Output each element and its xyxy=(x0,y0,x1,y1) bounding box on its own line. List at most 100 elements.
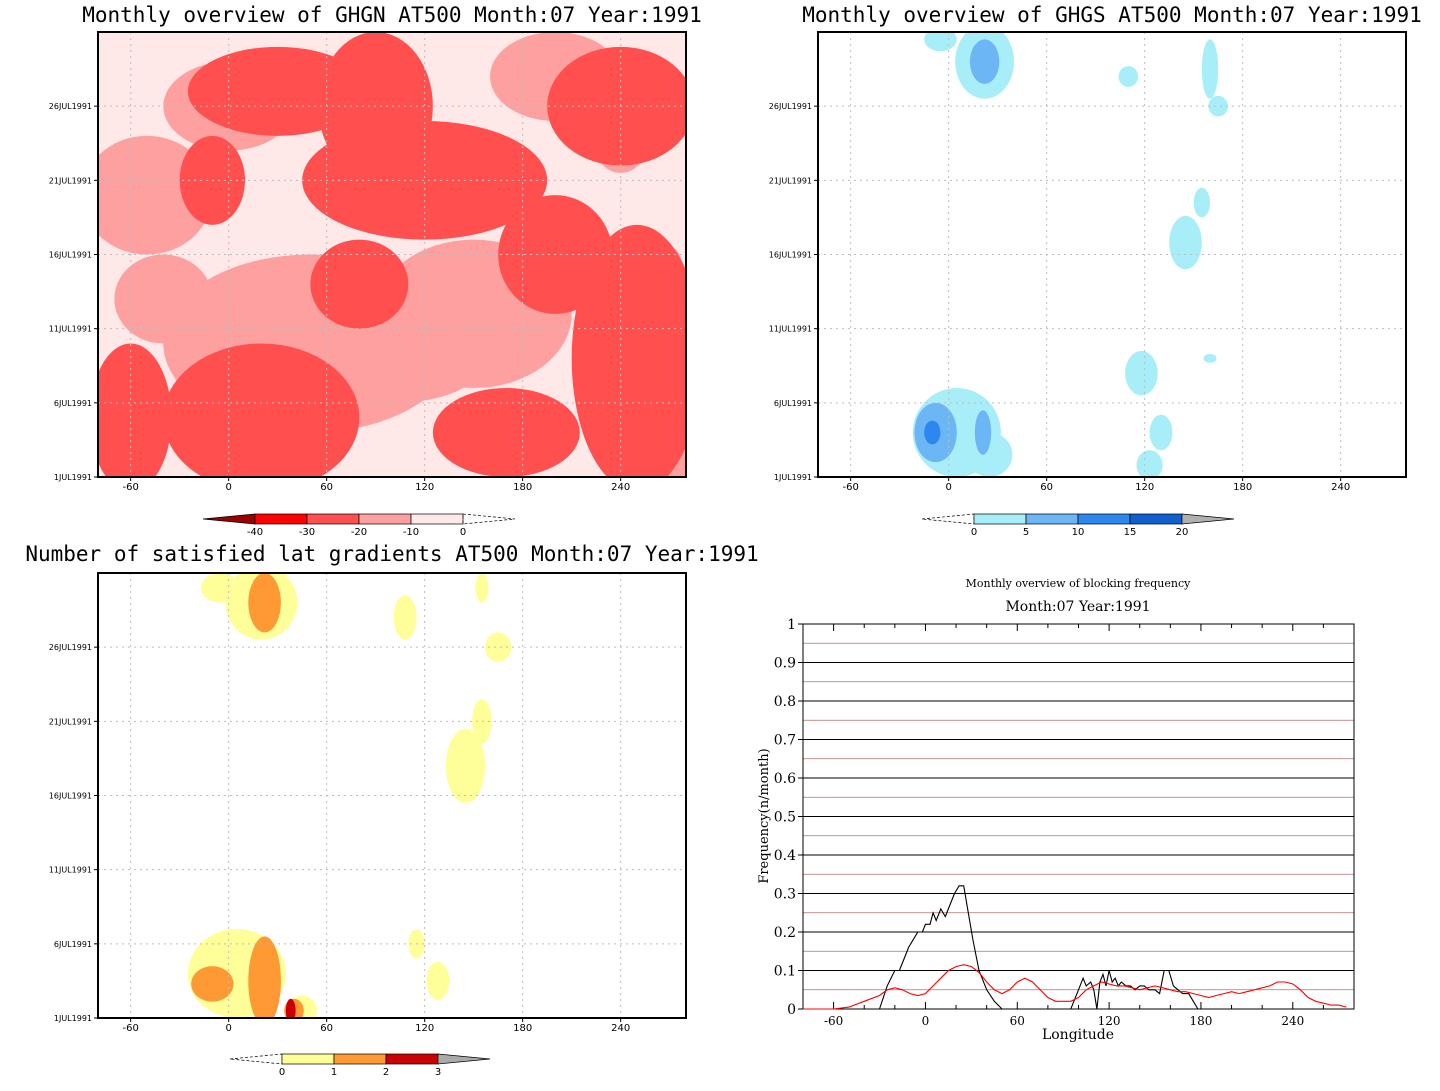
contour-region xyxy=(310,239,409,329)
colorbar-box xyxy=(1025,513,1079,525)
y-tick-label: 0.6 xyxy=(774,771,796,787)
x-tick-label: -60 xyxy=(122,1023,138,1034)
colorbar-box xyxy=(385,1053,439,1065)
contour-region xyxy=(310,343,474,403)
colorbar-box xyxy=(973,513,1027,525)
colorbar-label: 2 xyxy=(383,1067,389,1078)
contour-region xyxy=(1203,353,1217,363)
contour-region xyxy=(191,966,234,1002)
colorbar-left-arrow xyxy=(921,513,975,525)
x-tick-label: -60 xyxy=(842,482,858,493)
colorbar-legend: -40 -30 -20 -10 0 xyxy=(202,513,516,538)
y-tick-label: 0.2 xyxy=(774,925,796,941)
contour-region xyxy=(974,410,992,455)
colorbar-label: 0 xyxy=(279,1067,285,1078)
blocking-frequency-line-chart: 0 0.1 0.2 0.3 0.4 0.5 0.6 0.7 0.8 0.9 1 -60 0 60 120 18… xyxy=(774,617,1355,1028)
y-tick-label: 0.7 xyxy=(774,733,796,749)
contour-region xyxy=(1169,215,1202,270)
x-tick-label: 120 xyxy=(415,1023,434,1034)
x-tick-label: 240 xyxy=(1281,1014,1304,1028)
y-tick-label: 16JUL1991 xyxy=(49,251,92,260)
colorbar-label: -10 xyxy=(403,527,419,538)
contour-region xyxy=(1193,187,1211,218)
blocking-title: Monthly overview of blocking frequency xyxy=(966,577,1192,590)
colorbar-label: 10 xyxy=(1072,527,1085,538)
x-tick-label: 0 xyxy=(225,1023,231,1034)
contour-region xyxy=(547,46,686,166)
colorbar-box xyxy=(333,1053,387,1065)
x-tick-label: 240 xyxy=(611,1023,630,1034)
contour-region xyxy=(163,343,360,477)
y-tick-label: 0.5 xyxy=(774,810,796,826)
x-tick-label: 60 xyxy=(1040,482,1053,493)
colorbar-label: -20 xyxy=(351,527,367,538)
x-tick-label: 240 xyxy=(1331,482,1350,493)
x-tick-label: 180 xyxy=(513,1023,532,1034)
contour-region xyxy=(475,573,489,603)
colorbar-legend: 0 1 2 3 xyxy=(229,1053,491,1078)
colorbar-right-arrow xyxy=(462,513,516,525)
contour-region xyxy=(285,998,296,1018)
y-tick-label: 26JUL1991 xyxy=(769,102,812,111)
contour-region xyxy=(200,573,241,603)
colorbar-label: -30 xyxy=(299,527,315,538)
x-tick-label: -60 xyxy=(122,482,138,493)
colorbar-label: 5 xyxy=(1023,527,1029,538)
colorbar-box xyxy=(306,513,360,525)
y-tick-label: 0.8 xyxy=(774,694,796,710)
panel-title-gradients: Number of satisfied lat gradients AT500 … xyxy=(25,542,758,566)
y-tick-label: 16JUL1991 xyxy=(49,792,92,801)
y-tick-label: 1JUL1991 xyxy=(774,473,812,482)
contour-region xyxy=(924,420,941,445)
blocking-xlabel: Longitude xyxy=(1042,1027,1114,1043)
contour-region xyxy=(98,343,172,477)
lat-gradients-contour-panel: -60 0 60 120 180 2401JUL19916JUL199111JUL1991… xyxy=(49,572,687,1078)
colorbar-right-arrow xyxy=(1181,513,1235,525)
contour-region xyxy=(426,961,450,1001)
blocking-subtitle: Month:07 Year:1991 xyxy=(1005,599,1150,615)
colorbar-box xyxy=(281,1053,335,1065)
x-tick-label: 60 xyxy=(1010,1014,1025,1028)
colorbar-box xyxy=(358,513,412,525)
y-tick-label: 11JUL1991 xyxy=(769,325,812,334)
y-tick-label: 21JUL1991 xyxy=(49,717,92,726)
colorbar-label: 3 xyxy=(435,1067,441,1078)
x-tick-label: 0 xyxy=(945,482,951,493)
contour-region xyxy=(393,595,417,640)
contour-region xyxy=(1118,66,1139,87)
x-tick-label: -60 xyxy=(824,1014,843,1028)
y-tick-label: 6JUL1991 xyxy=(54,940,92,949)
contour-region xyxy=(445,728,486,803)
y-tick-label: 11JUL1991 xyxy=(49,325,92,334)
colorbar-legend: 0 5 10 15 20 xyxy=(921,513,1235,538)
colorbar-left-arrow xyxy=(229,1053,283,1065)
y-tick-label: 26JUL1991 xyxy=(49,102,92,111)
contour-region xyxy=(485,632,512,663)
y-tick-label: 0.9 xyxy=(774,656,796,672)
colorbar-left-arrow xyxy=(202,513,256,525)
y-tick-label: 1JUL1991 xyxy=(54,1014,92,1023)
x-tick-label: 120 xyxy=(1098,1014,1121,1028)
colorbar-box xyxy=(410,513,464,525)
contour-region xyxy=(248,573,281,633)
x-tick-label: 180 xyxy=(1189,1014,1212,1028)
contour-region xyxy=(432,388,580,477)
y-tick-label: 6JUL1991 xyxy=(54,399,92,408)
colorbar-box xyxy=(1129,513,1183,525)
contour-regions xyxy=(98,32,686,477)
series-line-black xyxy=(803,885,1354,1010)
x-tick-label: 180 xyxy=(513,482,532,493)
y-tick-label: 21JUL1991 xyxy=(769,176,812,185)
y-tick-label: 0.1 xyxy=(774,964,796,980)
x-tick-label: 0 xyxy=(225,482,231,493)
x-tick-label: 0 xyxy=(922,1014,930,1028)
colorbar-label: 20 xyxy=(1176,527,1189,538)
y-tick-label: 0 xyxy=(787,1002,796,1018)
contour-region xyxy=(924,32,957,52)
contour-region xyxy=(1136,450,1163,477)
x-tick-label: 240 xyxy=(611,482,630,493)
colorbar-right-arrow xyxy=(437,1053,491,1065)
colorbar-label: 0 xyxy=(460,527,466,538)
y-tick-label: 16JUL1991 xyxy=(769,251,812,260)
